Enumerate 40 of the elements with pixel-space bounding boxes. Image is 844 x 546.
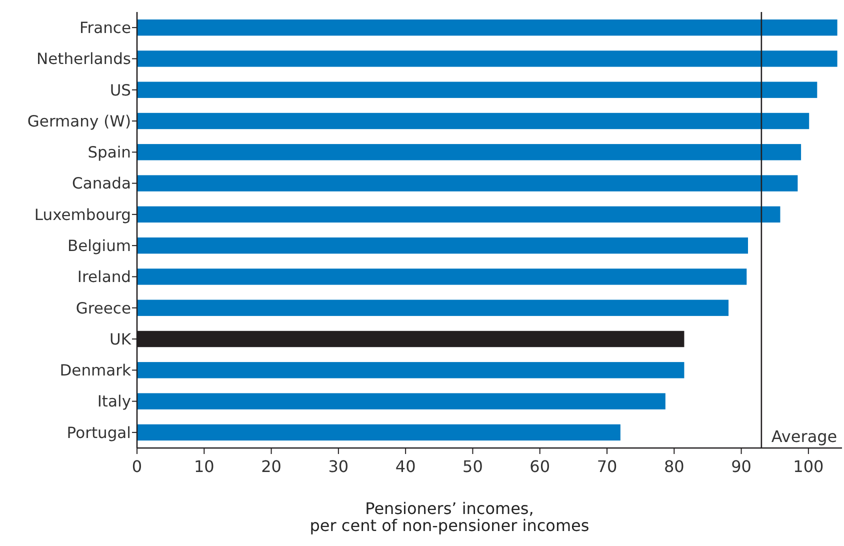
x-tick-label: 0 (132, 457, 142, 476)
x-tick-label: 30 (328, 457, 349, 476)
y-tick-label: Spain (88, 144, 131, 162)
y-tick-label: Netherlands (36, 50, 131, 68)
bar (137, 206, 780, 223)
x-axis-title: Pensioners’ incomes, per cent of non-pensioner incomes (310, 499, 590, 535)
y-tick-label: Ireland (77, 268, 131, 286)
y-tick-label: Luxembourg (34, 206, 131, 224)
y-tick-label: Canada (72, 174, 131, 193)
y-tick-label: Belgium (67, 236, 131, 255)
bar (137, 268, 747, 285)
bar (137, 175, 798, 192)
x-tick-label: 80 (664, 457, 684, 476)
y-tick-label: Denmark (60, 362, 132, 380)
y-tick-label: UK (109, 330, 132, 348)
y-tick-label: Germany (W) (27, 112, 131, 130)
bar (137, 82, 818, 98)
x-tick-label: 40 (395, 457, 416, 476)
x-tick-label: 20 (261, 457, 282, 476)
x-tick-label: 70 (596, 457, 618, 476)
bar (137, 362, 684, 378)
ref-line-label: Average (771, 427, 838, 446)
x-tick-label: 50 (462, 457, 483, 476)
x-tick-label: 100 (793, 457, 824, 476)
bar (137, 237, 748, 254)
y-tick-label: Portugal (66, 424, 131, 442)
x-tick-label: 90 (731, 457, 752, 476)
y-tick-label: Greece (76, 299, 131, 318)
x-tick-label: 60 (530, 457, 550, 476)
bar (137, 50, 838, 67)
bar (137, 393, 666, 410)
y-tick-label: Italy (97, 392, 131, 411)
bar (137, 424, 620, 441)
y-tick-label: France (79, 18, 131, 37)
x-tick-label: 10 (194, 457, 214, 476)
bar (137, 112, 810, 130)
bar (137, 300, 729, 316)
bar (137, 144, 802, 160)
y-tick-label: US (110, 81, 131, 100)
bar (137, 19, 838, 36)
